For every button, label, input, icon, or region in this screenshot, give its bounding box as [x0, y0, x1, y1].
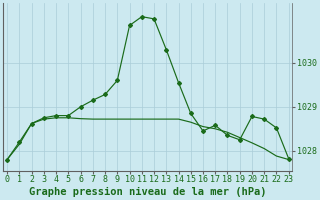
- X-axis label: Graphe pression niveau de la mer (hPa): Graphe pression niveau de la mer (hPa): [29, 186, 267, 197]
